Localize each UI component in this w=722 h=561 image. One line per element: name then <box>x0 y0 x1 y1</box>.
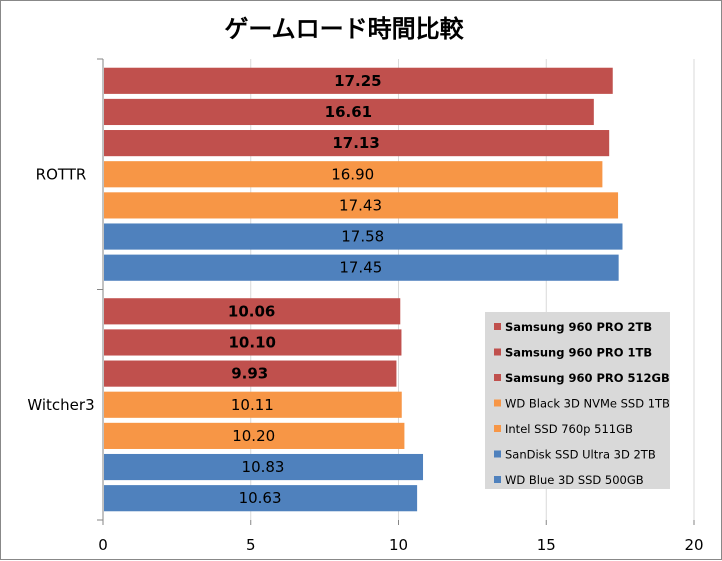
bar-1-2 <box>104 360 397 387</box>
x-tick-label-1: 5 <box>246 536 256 554</box>
data-label-1-3: 10.11 <box>231 396 274 414</box>
bar-0-4 <box>104 192 619 219</box>
bar-0-3 <box>104 161 603 188</box>
data-label-1-6: 10.63 <box>239 489 282 507</box>
x-tick-label-2: 10 <box>389 536 408 554</box>
axes: 0 5 10 15 20 ROTTR Witcher3 <box>27 58 704 554</box>
data-label-0-5: 17.58 <box>341 228 384 246</box>
bar-1-4 <box>104 422 405 449</box>
bar-0-5 <box>104 223 623 250</box>
legend-label-5: SanDisk SSD Ultra 3D 2TB <box>505 448 656 462</box>
data-label-0-3: 16.90 <box>331 165 374 183</box>
bar-1-1 <box>104 329 402 356</box>
legend-swatch-2 <box>494 374 501 381</box>
bar-0-0 <box>104 67 613 94</box>
x-tick-label-4: 20 <box>684 536 703 554</box>
legend-swatch-0 <box>494 323 501 330</box>
data-label-1-2: 9.93 <box>231 365 268 383</box>
legend-swatch-5 <box>494 450 501 458</box>
legend: Samsung 960 PRO 2TB Samsung 960 PRO 1TB Sa… <box>485 312 670 489</box>
data-labels: 17.25 16.61 17.13 16.90 17.43 17.58 17.45 10.06… <box>228 72 384 507</box>
bar-0-2 <box>104 130 610 157</box>
data-label-0-2: 17.13 <box>332 134 379 152</box>
legend-swatch-6 <box>494 476 501 483</box>
bars <box>104 67 623 512</box>
category-label-1: Witcher3 <box>27 396 94 414</box>
data-label-0-4: 17.43 <box>339 196 382 214</box>
x-tick-label-3: 15 <box>537 536 556 554</box>
legend-label-4: Intel SSD 760p 511GB <box>505 422 633 436</box>
data-label-1-4: 10.20 <box>232 427 275 445</box>
bar-1-5 <box>104 453 424 481</box>
data-label-1-5: 10.83 <box>242 458 285 476</box>
bar-1-6 <box>104 485 418 512</box>
bar-0-1 <box>104 98 594 126</box>
x-tick-label-0: 0 <box>98 536 108 554</box>
data-label-0-1: 16.61 <box>325 103 372 121</box>
legend-swatch-4 <box>494 425 501 432</box>
data-label-1-0: 10.06 <box>228 302 275 320</box>
legend-label-0: Samsung 960 PRO 2TB <box>505 320 652 334</box>
legend-swatch-3 <box>494 399 501 407</box>
legend-label-3: WD Black 3D NVMe SSD 1TB <box>505 397 670 411</box>
category-label-0: ROTTR <box>36 165 87 183</box>
data-label-1-1: 10.10 <box>229 333 276 351</box>
bar-1-3 <box>104 391 402 418</box>
data-label-0-6: 17.45 <box>339 259 382 277</box>
chart-title: ゲームロード時間比較 <box>224 15 464 43</box>
legend-label-2: Samsung 960 PRO 512GB <box>505 371 670 385</box>
bar-0-6 <box>104 254 619 281</box>
data-label-0-0: 17.25 <box>334 72 381 90</box>
bar-1-0 <box>104 298 401 325</box>
legend-label-1: Samsung 960 PRO 1TB <box>505 346 652 360</box>
legend-label-6: WD Blue 3D SSD 500GB <box>505 473 644 487</box>
legend-box <box>485 312 670 489</box>
legend-swatch-1 <box>494 348 501 356</box>
